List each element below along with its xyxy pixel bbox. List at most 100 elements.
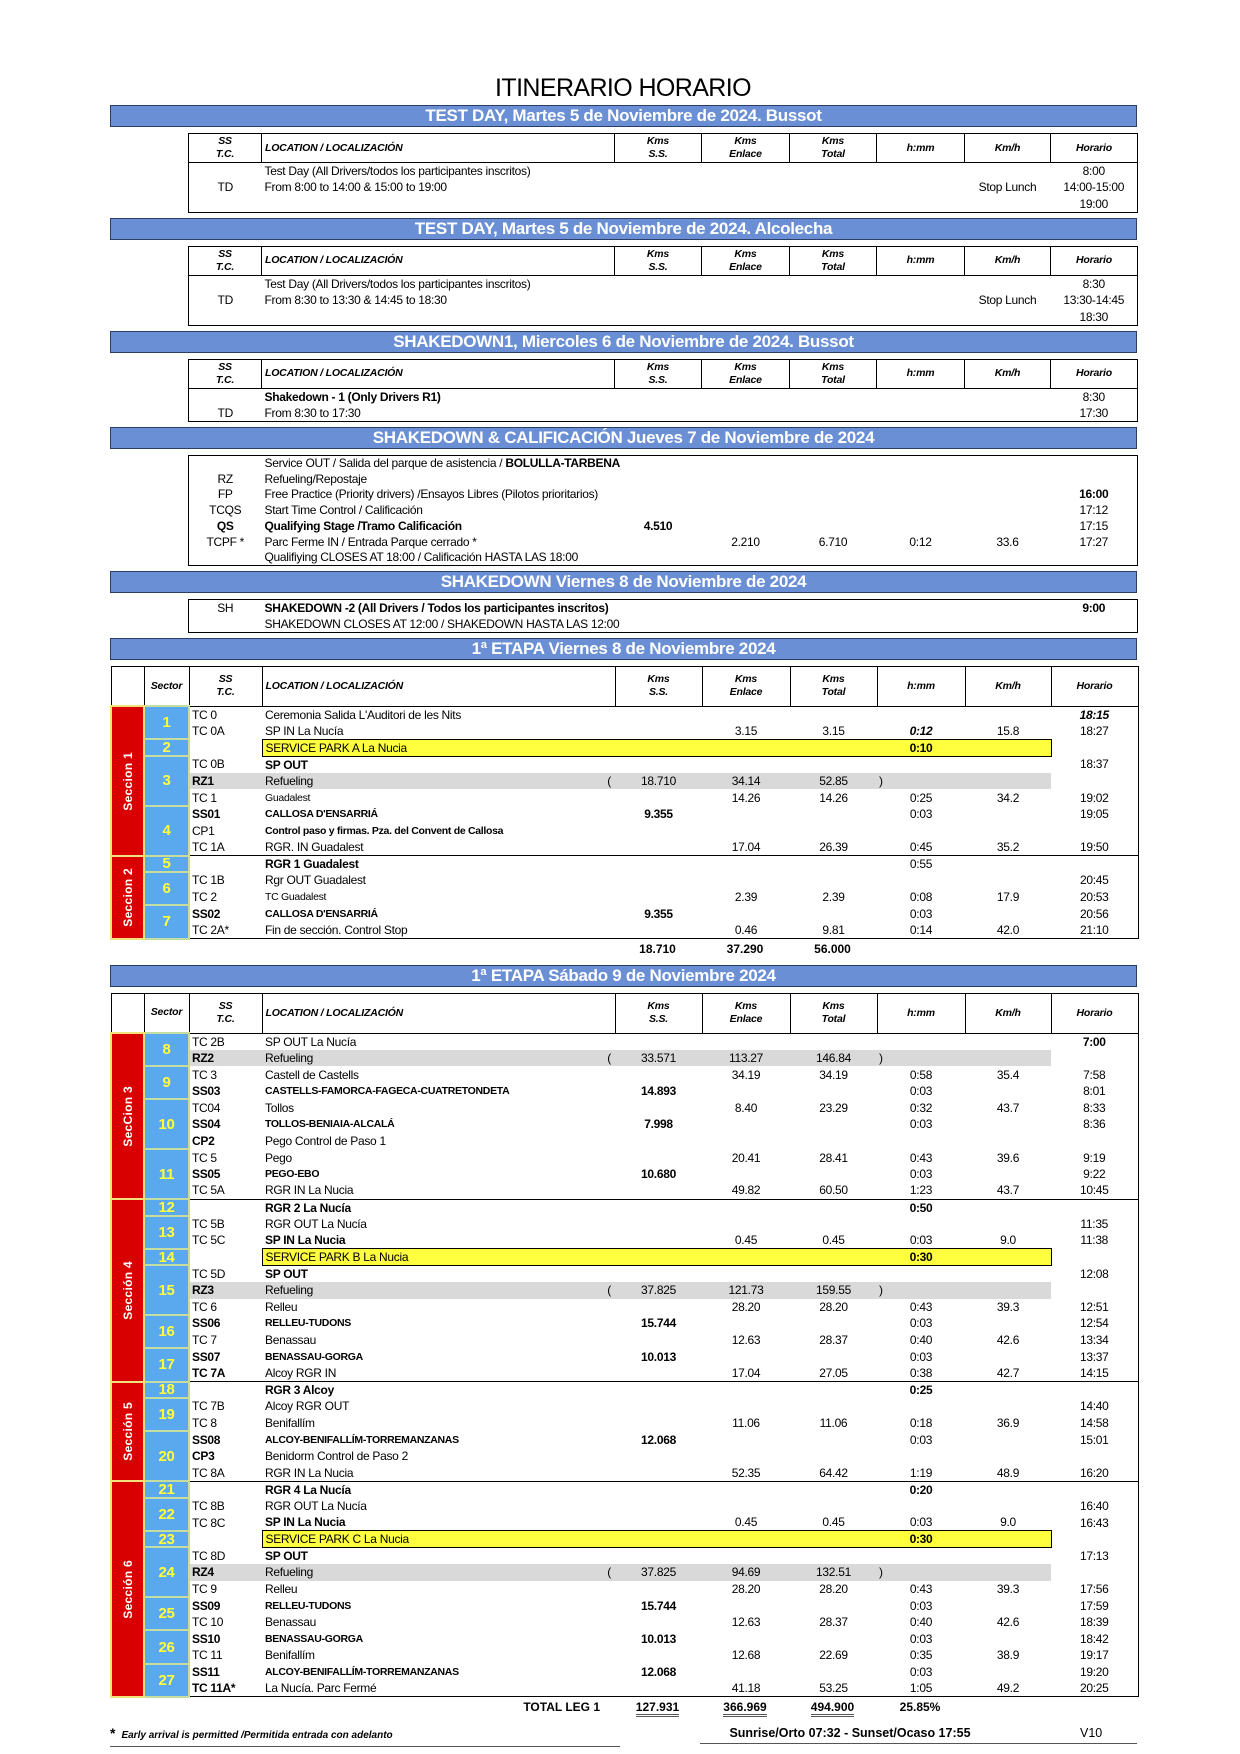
table-row: SHAKEDOWN CLOSES AT 12:00 / SHAKEDOWN HA… [189,616,1138,633]
value-en: 0.45 [734,1233,758,1248]
sector-number: 22 [143,1496,190,1532]
cell-c: SS03 [189,1083,262,1100]
cell-c: TC 8A [189,1465,262,1482]
value-kh: 9.0 [1000,1233,1016,1248]
cell-ho [1051,1198,1139,1216]
value-ho: 20:53 [1079,890,1109,905]
value-l: Benidorm Control de Paso 2 [265,1449,408,1464]
cell-to [790,1198,877,1216]
cell-hm [877,292,965,309]
cell-kh [965,1630,1051,1647]
sector-number: 15 [143,1264,190,1317]
value-c: TC 5D [192,1266,226,1281]
cell-hm: 0:20 [877,1480,965,1498]
cell-en [702,872,790,889]
cell-l: SP IN La Nucía [262,723,615,740]
cell-kh: 15.8 [965,723,1051,740]
header-hm: h:mm [876,245,965,276]
value-l: From 8:00 to 14:00 & 15:00 to 19:00 [264,180,448,195]
cell-l: PEGO-EBO [262,1166,615,1183]
total-to: 56.000 [789,941,876,957]
cell-hm [877,1133,965,1150]
cell-en [702,1630,790,1647]
cell-c: TC 9 [189,1581,262,1598]
value-l: Service OUT / Salida del parque de asist… [264,456,506,471]
value-l: Refueling/Repostaje [264,471,368,486]
cell-ss: 18.710 [615,772,702,790]
value-hm: 0:03 [909,1349,933,1364]
value-hm: 0:03 [909,1664,933,1679]
header-ss-line: Kms [646,360,670,373]
cell-en [702,502,790,518]
cell-ss: 14.893 [615,1083,702,1100]
table-row: RZ Refueling/Repostaje [189,471,1138,487]
value-ho: 9:22 [1083,1167,1106,1182]
cell-l: RGR OUT La Nucía [262,1216,615,1233]
cell-en [702,549,790,565]
table-row: TC 8 Benifallím 11.06 11.06 0:18 36.9 14:58 [111,1414,1139,1432]
value-c: TC 9 [192,1581,217,1596]
section-label-cell: Seccion 2 [110,854,145,940]
cell-hm [877,275,965,292]
cell-to: 52.85 [790,772,877,790]
value-c: TC 1A [192,840,225,855]
header-ho: Horario [1050,992,1139,1034]
value-hm: 0:58 [909,1067,933,1082]
table-row: Shakedown - 1 (Only Drivers R1) 8:30 [189,388,1138,405]
cell-kh [965,705,1051,723]
value-c: SS07 [192,1349,221,1364]
header-code: SS T.C. [188,992,263,1034]
table-row: TC 5A RGR IN La Nucia 49.82 60.50 1:23 43.7 10… [111,1182,1139,1199]
value-l: Guadalest [265,791,311,804]
cell-ho: 17:15 [1051,518,1138,534]
cell-hm: 0:14 [877,921,965,940]
value-c: TC 5C [192,1233,226,1248]
cell-en: 8.40 [702,1099,790,1116]
cell-ho: 13:37 [1051,1348,1139,1365]
value-hm: 0:45 [909,840,933,855]
value-to: 28.37 [819,1333,848,1348]
value-c: TC 7 [192,1333,217,1348]
value-hm: 0:08 [909,890,933,905]
cell-hm: ) [877,772,965,790]
cell-c: TC 5B [189,1216,262,1233]
table-row: TC 6 Relleu 28.20 28.20 0:43 39.3 12:51 [111,1298,1139,1316]
cell-l: SERVICE PARK A La Nucia [261,738,615,757]
value-c: TC 6 [192,1299,217,1314]
cell-ss [615,487,702,503]
header-to-line: Kms [822,1000,845,1013]
cell-hm: 0:03 [877,905,965,922]
value-l: RGR IN La Nucia [265,1183,354,1198]
value-ho: 13:37 [1079,1349,1109,1364]
day-banner: 1ª ETAPA Viernes 8 de Noviembre 2024 [110,637,1137,660]
cell-ho: 17:59 [1051,1597,1139,1614]
cell-ss [615,1547,702,1564]
paren-open: ( [607,773,611,788]
value-ho: 18:42 [1079,1631,1109,1646]
header-ho-label: Horario [1076,141,1112,154]
header-loc-label: LOCATION / LOCALIZACIÓN [265,1006,404,1019]
cell-hm [877,1216,965,1233]
cell-to [790,1166,877,1183]
early-arrival-note: Early arrival is permitted /Permitida en… [121,1729,393,1741]
table-row: TC 1 Guadalest 14.26 14.26 0:25 34.2 19:02 [111,789,1139,806]
value-c: TC 8A [192,1465,225,1480]
value-en: 121.73 [728,1283,764,1298]
value-c: TD [217,180,234,195]
header-kh-label: Km/h [995,1006,1021,1019]
value-ho: 17:59 [1079,1598,1109,1613]
cell-ss [615,1381,702,1399]
cell-hm: 1:19 [877,1465,965,1482]
value-ho: 16:00 [1079,487,1109,502]
cell-en: 34.14 [702,772,790,790]
cell-c: TC 1B [189,872,262,889]
cell-hm: 0:40 [877,1332,965,1349]
header-ss-line: Kms [647,673,670,686]
header-en: Kms Enlace [701,665,791,707]
cell-c: TC 5A [189,1182,262,1199]
value-en: 11.06 [732,1416,760,1431]
cell-kh [965,1281,1051,1299]
header-loc: LOCATION / LOCALIZACIÓN [261,992,616,1034]
cell-hm [877,163,965,180]
value-to: 0.45 [822,1233,845,1248]
